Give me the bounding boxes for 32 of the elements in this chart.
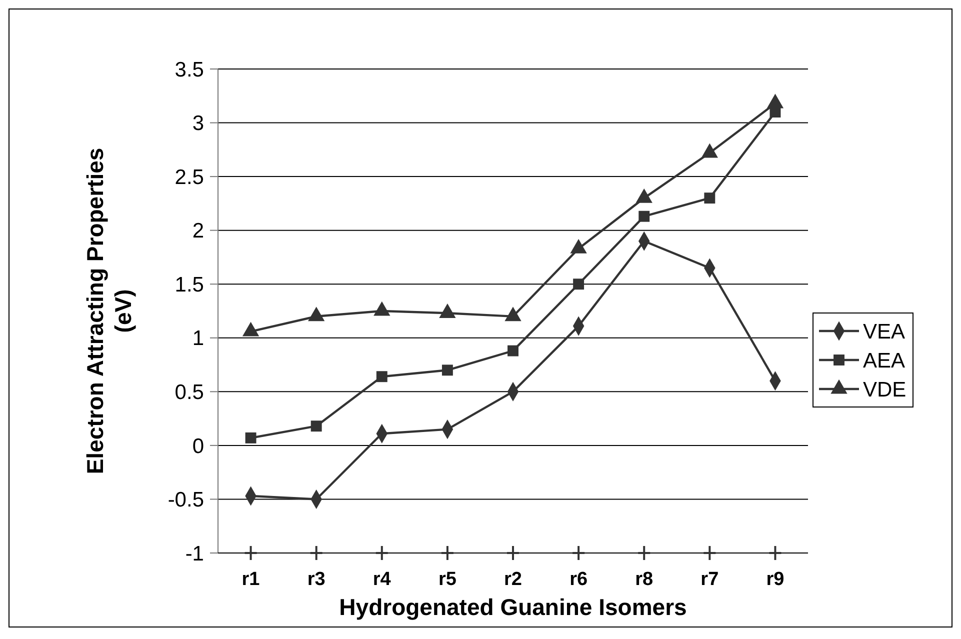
x-tick-label: r3	[307, 569, 326, 590]
y-tick-label: 0.5	[174, 381, 204, 404]
x-tick-label: r6	[570, 569, 588, 590]
legend-label: AEA	[863, 349, 906, 372]
point	[508, 345, 518, 356]
point	[573, 278, 584, 290]
y-axis-title: Electron Attracting Properties (eV)	[82, 148, 136, 474]
point	[245, 432, 256, 444]
x-tick-label: r4	[372, 569, 392, 590]
point	[638, 210, 650, 222]
y-tick-label: 1.5	[174, 273, 204, 296]
x-tick-label: r7	[700, 569, 719, 590]
x-tick-label: r1	[242, 569, 260, 590]
y-tick-label: -1	[185, 542, 204, 566]
x-tick-label: r8	[635, 569, 654, 590]
y-tick-label: 3.5	[174, 58, 204, 82]
y-tick-label: 3	[192, 112, 204, 136]
point	[310, 420, 322, 432]
y-tick-label: 2	[192, 220, 204, 243]
point	[376, 371, 388, 382]
x-tick-label: r5	[438, 569, 457, 590]
y-tick-label: 2.5	[174, 166, 204, 189]
legend-label: VEA	[863, 320, 906, 344]
y-tick-label: -0.5	[168, 488, 204, 512]
point	[704, 192, 716, 204]
y-tick-label: 0	[192, 434, 204, 458]
x-axis-title: Hydrogenated Guanine Isomers	[339, 594, 687, 620]
x-tick-label: r9	[766, 569, 784, 590]
point	[442, 364, 453, 376]
x-tick-label: r2	[504, 569, 522, 590]
legend-label: VDE	[863, 378, 906, 402]
y-tick-label: 1	[192, 327, 204, 350]
